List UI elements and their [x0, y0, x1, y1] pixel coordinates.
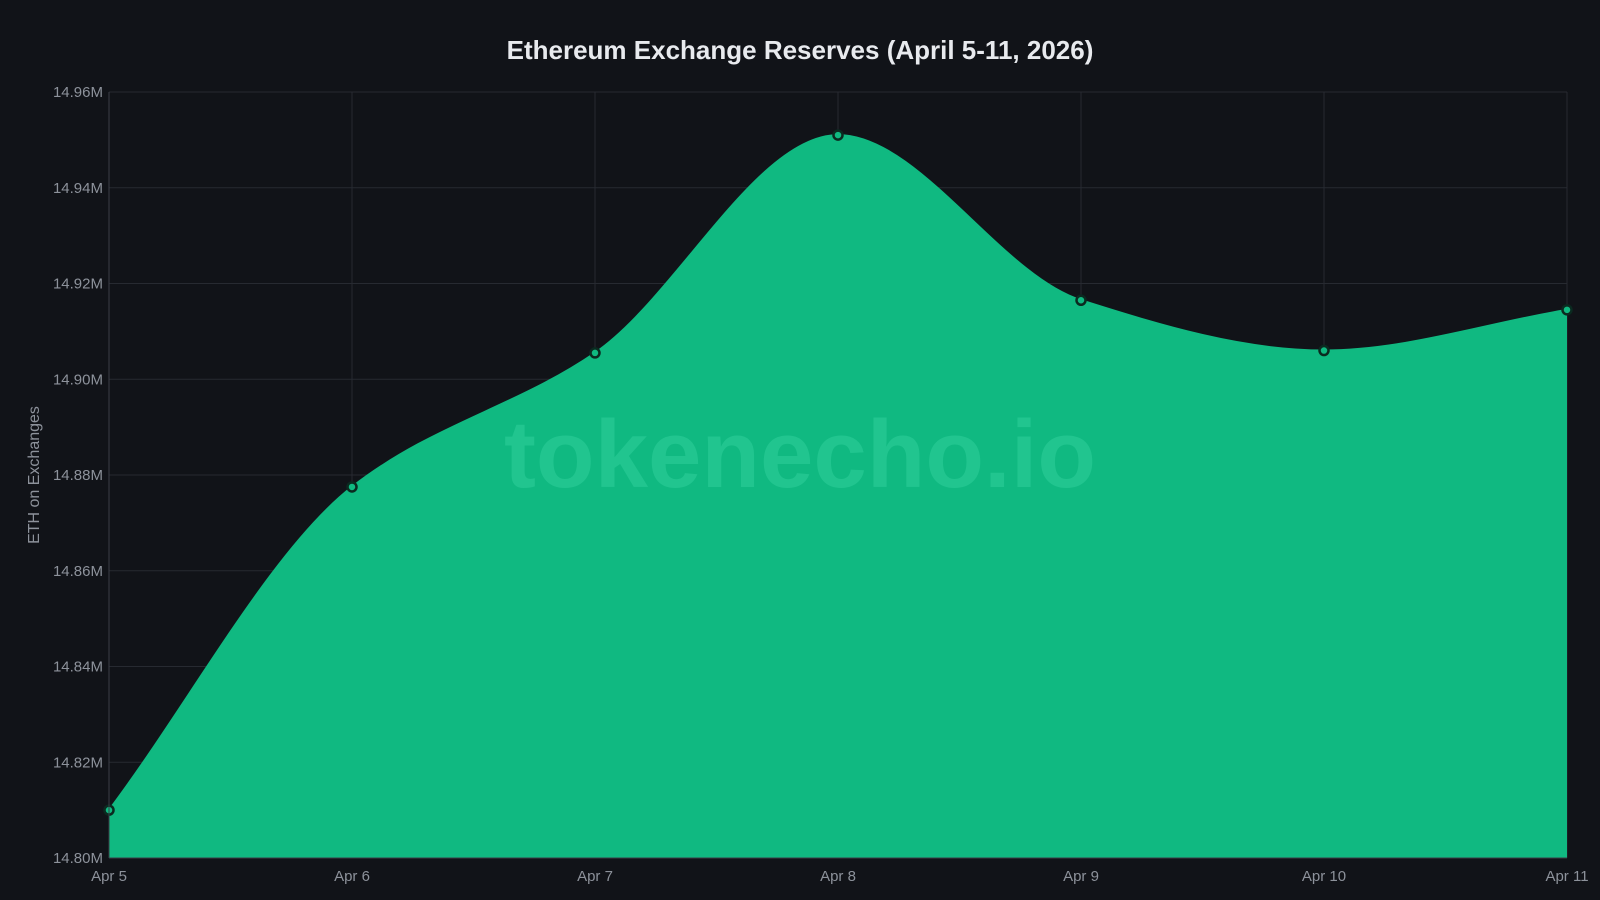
y-tick-label: 14.84M [53, 659, 103, 676]
y-axis-label: ETH on Exchanges [26, 406, 43, 544]
area-series [108, 134, 1568, 858]
y-tick-label: 14.94M [53, 180, 103, 197]
data-points [103, 129, 1573, 816]
series-line [108, 134, 1568, 811]
y-tick-label: 14.96M [53, 84, 103, 101]
y-tick-label: 14.80M [53, 850, 103, 867]
watermark-layer: tokenecho.io [504, 401, 1096, 508]
axes [108, 92, 1567, 859]
x-tick-label: Apr 11 [1545, 868, 1588, 885]
data-point [832, 129, 844, 141]
y-tick-label: 14.92M [53, 276, 103, 293]
data-point [1075, 294, 1087, 307]
x-tick-label: Apr 7 [577, 868, 613, 885]
y-axis-ticks: 14.80M 14.82M 14.84M 14.86M 14.88M 14.90M 14.9… [53, 84, 103, 867]
y-tick-label: 14.88M [53, 467, 103, 484]
data-point [589, 347, 601, 359]
y-tick-label: 14.86M [53, 563, 103, 580]
area-fill [109, 135, 1567, 858]
x-tick-label: Apr 8 [820, 868, 856, 885]
x-tick-label: Apr 10 [1302, 868, 1346, 885]
data-point [346, 481, 358, 493]
x-tick-label: Apr 6 [334, 868, 370, 885]
y-tick-label: 14.90M [53, 371, 103, 388]
chart-title: Ethereum Exchange Reserves (April 5-11, … [507, 35, 1094, 65]
x-tick-label: Apr 5 [91, 868, 127, 885]
data-point [1561, 304, 1573, 316]
data-point [1318, 344, 1330, 357]
y-tick-label: 14.82M [53, 754, 103, 771]
watermark-text: tokenecho.io [504, 401, 1096, 508]
x-axis-ticks: Apr 5 Apr 6 Apr 7 Apr 8 Apr 9 Apr 10 Apr 11 [91, 868, 1588, 885]
x-tick-label: Apr 9 [1063, 868, 1099, 885]
